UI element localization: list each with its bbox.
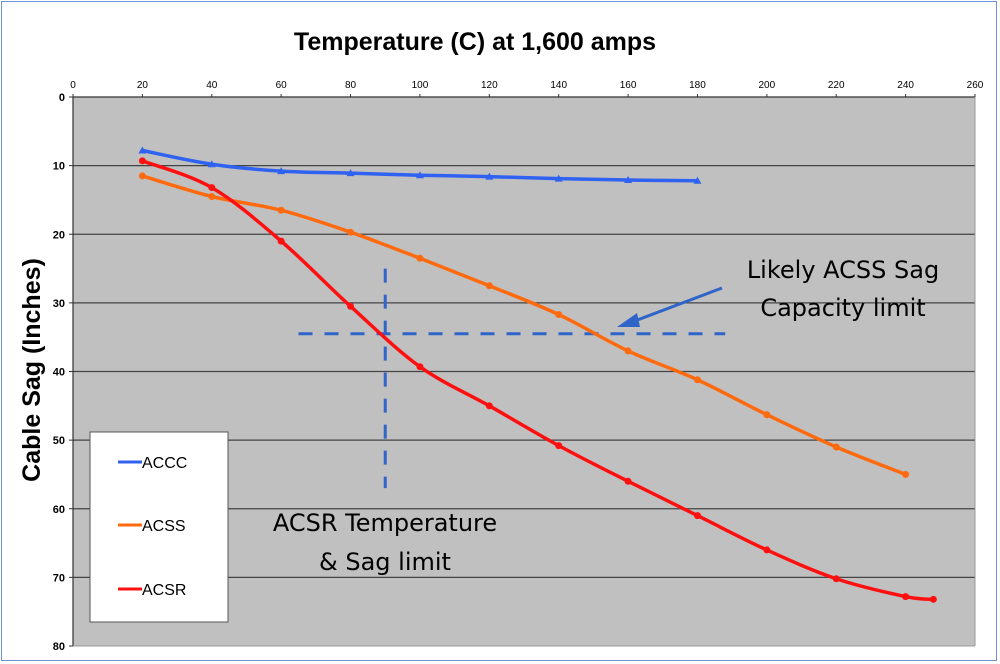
x-tick-label: 0 xyxy=(70,80,76,91)
legend-item-acsr[interactable]: ACSR xyxy=(118,582,186,599)
data-point[interactable] xyxy=(347,228,355,236)
data-point[interactable] xyxy=(555,311,563,319)
x-tick-label: 100 xyxy=(412,80,429,91)
legend-label-acsr: ACSR xyxy=(142,582,186,599)
data-point[interactable] xyxy=(347,302,355,310)
y-tick-label: 10 xyxy=(53,161,65,173)
acss-annotation: Likely ACSS Sag Capacity limit xyxy=(617,256,939,327)
data-point[interactable] xyxy=(208,193,216,201)
data-point[interactable] xyxy=(624,347,632,355)
data-point[interactable] xyxy=(902,470,910,478)
x-tick-label: 200 xyxy=(759,80,776,91)
data-point[interactable] xyxy=(554,174,563,182)
data-point[interactable] xyxy=(693,512,701,520)
y-tick-label: 40 xyxy=(53,367,65,379)
data-point[interactable] xyxy=(138,146,147,154)
y-tick-label: 60 xyxy=(53,504,65,516)
acss-annotation-arrow-shaft xyxy=(631,286,723,324)
x-tick-label: 180 xyxy=(689,80,706,91)
chart-title: Temperature (C) at 1,600 amps xyxy=(294,28,656,56)
axes xyxy=(72,96,976,647)
y-tick-label: 50 xyxy=(53,435,65,447)
x-tick-label: 80 xyxy=(345,80,357,91)
acsr-annotation-line-1: ACSR Temperature xyxy=(273,509,497,537)
x-tick-label: 240 xyxy=(897,80,914,91)
data-point[interactable] xyxy=(902,593,910,601)
data-point[interactable] xyxy=(416,254,424,262)
series-accc xyxy=(138,146,702,184)
series-line-acss xyxy=(141,174,907,477)
y-axis-label: Cable Sag (Inches) xyxy=(18,258,46,482)
data-point[interactable] xyxy=(207,160,216,168)
legend-box xyxy=(89,431,229,623)
x-tick-label: 260 xyxy=(967,80,984,91)
data-point[interactable] xyxy=(555,442,563,450)
reference-lines xyxy=(298,268,726,489)
y-tick-label: 80 xyxy=(53,641,65,653)
x-tick-label: 160 xyxy=(620,80,637,91)
y-axis-ticks: 0 10 20 30 40 50 60 70 80 xyxy=(53,92,73,653)
acss-annotation-arrowhead xyxy=(617,313,640,327)
legend-label-accc: ACCC xyxy=(142,455,187,472)
acss-annotation-line-2: Capacity limit xyxy=(760,294,925,322)
data-point[interactable] xyxy=(763,411,771,419)
data-point[interactable] xyxy=(138,157,146,165)
data-point[interactable] xyxy=(485,172,494,180)
data-point[interactable] xyxy=(624,176,633,184)
series-group xyxy=(138,146,937,603)
data-point[interactable] xyxy=(763,546,771,554)
data-point[interactable] xyxy=(415,171,424,179)
series-acsr xyxy=(138,157,937,603)
data-point[interactable] xyxy=(277,167,286,175)
y-tick-label: 70 xyxy=(53,572,65,584)
x-tick-label: 60 xyxy=(276,80,288,91)
x-tick-label: 220 xyxy=(828,80,845,91)
legend-item-acss[interactable]: ACSS xyxy=(118,518,186,535)
data-point[interactable] xyxy=(832,575,840,583)
x-tick-label: 20 xyxy=(137,80,149,91)
x-axis-ticks: 0 20 40 60 80 100 120 140 160 180 200 220 240 260 xyxy=(70,80,984,97)
y-tick-label: 0 xyxy=(59,92,65,104)
data-point[interactable] xyxy=(208,184,216,192)
data-point[interactable] xyxy=(624,477,632,485)
data-point[interactable] xyxy=(138,172,146,180)
legend-item-accc[interactable]: ACCC xyxy=(118,455,187,472)
data-point[interactable] xyxy=(485,402,493,410)
x-tick-label: 120 xyxy=(481,80,498,91)
data-point[interactable] xyxy=(485,282,493,290)
series-acss xyxy=(138,172,910,478)
x-tick-label: 140 xyxy=(550,80,567,91)
y-tick-label: 30 xyxy=(53,298,65,310)
data-point[interactable] xyxy=(346,169,355,177)
data-point[interactable] xyxy=(693,176,702,184)
data-point[interactable] xyxy=(416,363,424,371)
y-tick-label: 20 xyxy=(53,229,65,241)
x-tick-label: 40 xyxy=(206,80,218,91)
acsr-annotation: ACSR Temperature & Sag limit xyxy=(273,509,497,576)
data-point[interactable] xyxy=(832,443,840,451)
legend-label-acss: ACSS xyxy=(142,518,186,535)
acsr-annotation-line-2: & Sag limit xyxy=(319,548,451,576)
acss-annotation-line-1: Likely ACSS Sag xyxy=(747,256,939,284)
data-point[interactable] xyxy=(277,206,285,214)
data-point[interactable] xyxy=(929,595,937,603)
data-point[interactable] xyxy=(277,237,285,245)
legend: ACCC ACSS ACSR xyxy=(89,431,229,623)
data-point[interactable] xyxy=(693,376,701,384)
